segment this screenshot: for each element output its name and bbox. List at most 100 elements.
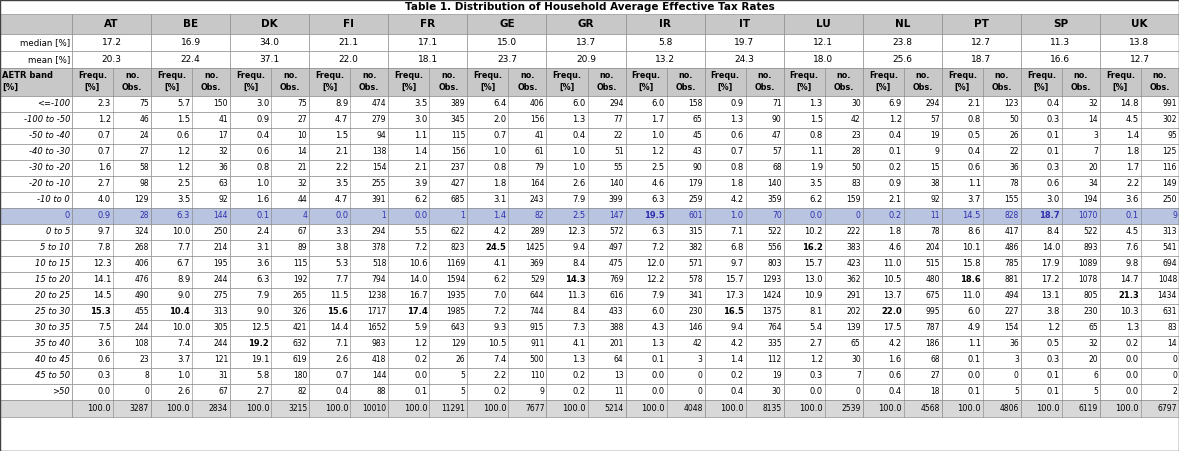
Bar — [626, 51, 705, 68]
Bar — [1021, 400, 1100, 417]
Text: 1.1: 1.1 — [810, 147, 823, 156]
Text: 18.0: 18.0 — [814, 55, 834, 64]
Bar — [546, 160, 626, 176]
Bar — [546, 352, 626, 368]
Text: 9.0: 9.0 — [256, 308, 269, 317]
Text: 159: 159 — [847, 195, 861, 204]
Text: 38: 38 — [930, 179, 940, 189]
Text: 37.1: 37.1 — [259, 55, 279, 64]
Text: 123: 123 — [1005, 100, 1019, 109]
Text: 2.3: 2.3 — [98, 100, 111, 109]
Text: 90: 90 — [693, 164, 703, 172]
Text: 9: 9 — [1172, 212, 1177, 221]
Text: 164: 164 — [529, 179, 545, 189]
Bar — [467, 384, 546, 400]
Text: 27: 27 — [930, 372, 940, 381]
Text: 294: 294 — [926, 100, 940, 109]
Text: 94: 94 — [376, 132, 387, 141]
Text: 100.0: 100.0 — [799, 404, 823, 413]
Text: 6119: 6119 — [1079, 404, 1098, 413]
Bar — [863, 51, 942, 68]
Bar — [230, 14, 309, 34]
Text: 10: 10 — [297, 132, 308, 141]
Text: 3.1: 3.1 — [256, 244, 269, 253]
Text: 71: 71 — [772, 100, 782, 109]
Bar — [705, 240, 784, 256]
Text: 522: 522 — [768, 227, 782, 236]
Text: 43: 43 — [693, 147, 703, 156]
Text: -100 to -50: -100 to -50 — [24, 115, 70, 124]
Text: 156: 156 — [450, 147, 466, 156]
Text: 2.7: 2.7 — [810, 340, 823, 349]
Text: 10.5: 10.5 — [883, 276, 902, 285]
Text: -50 to -40: -50 to -40 — [28, 132, 70, 141]
Text: 15: 15 — [930, 164, 940, 172]
Text: 22.0: 22.0 — [881, 308, 902, 317]
Bar — [626, 144, 705, 160]
Bar — [863, 224, 942, 240]
Bar — [0, 96, 72, 112]
Text: 4.2: 4.2 — [889, 340, 902, 349]
Bar — [1100, 400, 1179, 417]
Text: 14.7: 14.7 — [1120, 276, 1139, 285]
Bar — [467, 34, 546, 51]
Text: 2.1: 2.1 — [335, 147, 348, 156]
Text: 764: 764 — [768, 323, 782, 332]
Text: 1.8: 1.8 — [1126, 147, 1139, 156]
Text: 1425: 1425 — [525, 244, 545, 253]
Text: 250: 250 — [213, 227, 229, 236]
Text: 6.3: 6.3 — [177, 212, 190, 221]
Bar — [1100, 192, 1179, 208]
Bar — [0, 51, 72, 68]
Bar — [784, 192, 863, 208]
Bar — [942, 240, 1021, 256]
Bar — [72, 336, 151, 352]
Text: 19.1: 19.1 — [251, 355, 269, 364]
Text: 14: 14 — [1088, 115, 1098, 124]
Bar — [546, 400, 626, 417]
Bar — [546, 304, 626, 320]
Text: 9.4: 9.4 — [731, 323, 744, 332]
Text: 805: 805 — [1084, 291, 1098, 300]
Bar — [230, 288, 309, 304]
Bar — [546, 128, 626, 144]
Text: 75: 75 — [297, 100, 308, 109]
Text: 6.0: 6.0 — [651, 308, 665, 317]
Text: 313: 313 — [1162, 227, 1177, 236]
Bar — [309, 336, 388, 352]
Text: -10 to 0: -10 to 0 — [38, 195, 70, 204]
Bar — [942, 368, 1021, 384]
Text: 30: 30 — [851, 100, 861, 109]
Bar — [784, 96, 863, 112]
Bar — [705, 352, 784, 368]
Text: 32: 32 — [297, 179, 308, 189]
Text: 1.5: 1.5 — [335, 132, 348, 141]
Bar — [705, 288, 784, 304]
Text: 26: 26 — [456, 355, 466, 364]
Text: 1.0: 1.0 — [652, 132, 665, 141]
Text: 1.2: 1.2 — [177, 164, 190, 172]
Bar — [72, 34, 151, 51]
Text: 991: 991 — [1162, 100, 1177, 109]
Text: 0.2: 0.2 — [889, 212, 902, 221]
Text: 1.1: 1.1 — [968, 179, 981, 189]
Text: 186: 186 — [926, 340, 940, 349]
Bar — [942, 68, 1021, 96]
Text: 0.7: 0.7 — [98, 132, 111, 141]
Text: 1293: 1293 — [763, 276, 782, 285]
Bar — [784, 208, 863, 224]
Text: 244: 244 — [213, 340, 229, 349]
Text: 0.0: 0.0 — [1126, 387, 1139, 396]
Bar — [388, 96, 467, 112]
Text: 6.0: 6.0 — [968, 308, 981, 317]
Text: 378: 378 — [371, 244, 387, 253]
Text: 1375: 1375 — [763, 308, 782, 317]
Text: Frequ.: Frequ. — [632, 72, 660, 80]
Bar — [863, 288, 942, 304]
Bar — [72, 240, 151, 256]
Text: 7.2: 7.2 — [493, 308, 507, 317]
Text: 140: 140 — [768, 179, 782, 189]
Text: Obs.: Obs. — [518, 83, 538, 92]
Text: Obs.: Obs. — [913, 83, 933, 92]
Text: 0.0: 0.0 — [810, 212, 823, 221]
